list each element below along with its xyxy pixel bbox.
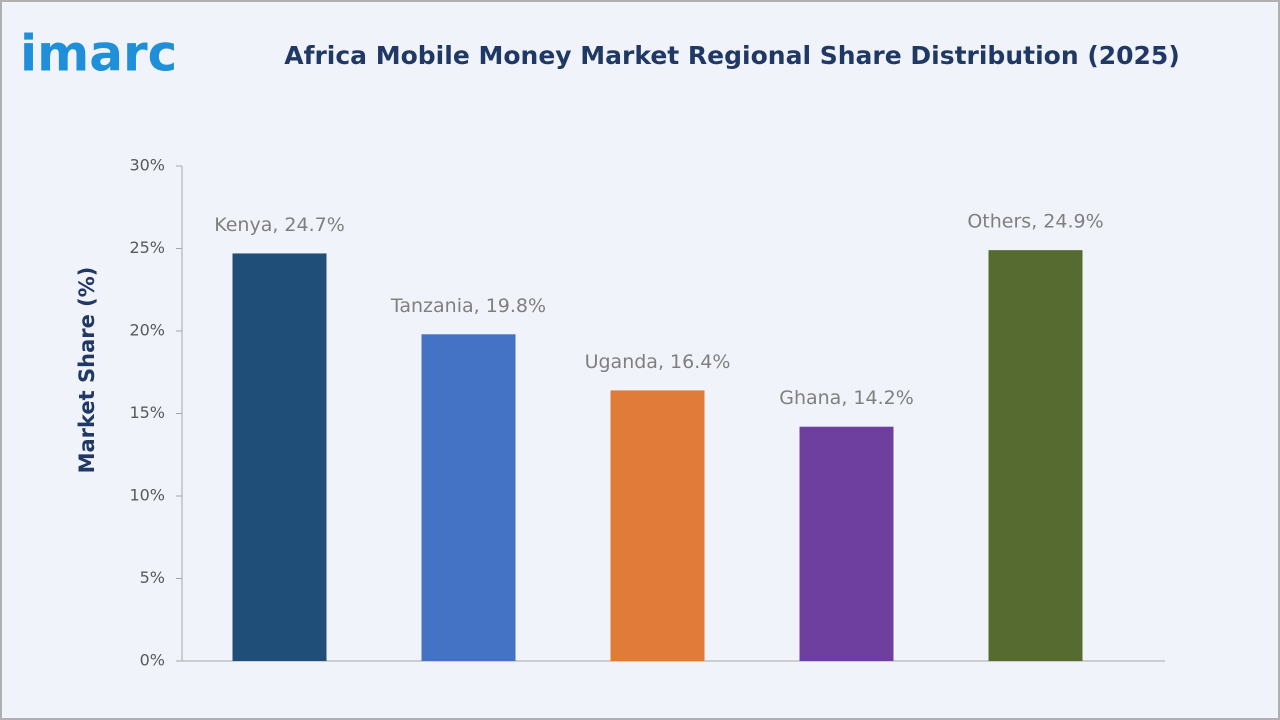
y-tick-label: 10% — [129, 486, 165, 505]
bar — [988, 250, 1083, 661]
data-label: Others, 24.9% — [967, 211, 1103, 233]
data-label: Uganda, 16.4% — [585, 351, 731, 373]
y-tick-label: 5% — [140, 568, 165, 587]
data-label: Ghana, 14.2% — [779, 387, 914, 409]
logo: imarc — [20, 25, 177, 83]
bar — [799, 426, 894, 661]
bar — [421, 334, 516, 661]
data-label: Tanzania, 19.8% — [390, 295, 546, 317]
y-tick-label: 0% — [140, 651, 165, 670]
y-axis-label: Market Share (%) — [75, 267, 99, 474]
data-label: Kenya, 24.7% — [214, 214, 345, 236]
bar — [232, 253, 327, 661]
y-tick-label: 15% — [129, 403, 165, 422]
y-tick-label: 25% — [129, 238, 165, 257]
chart-title: Africa Mobile Money Market Regional Shar… — [284, 41, 1180, 70]
y-tick-label: 20% — [129, 321, 165, 340]
bar — [610, 390, 705, 661]
y-tick-label: 30% — [129, 156, 165, 175]
